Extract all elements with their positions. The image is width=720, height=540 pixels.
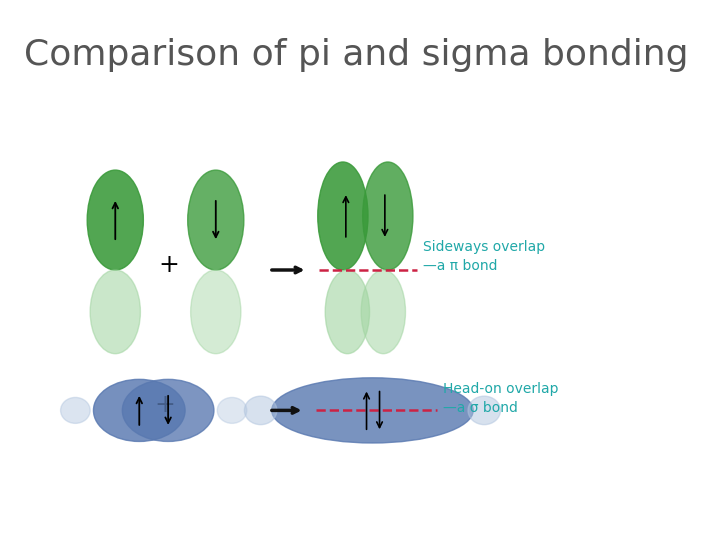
Text: Comparison of pi and sigma bonding: Comparison of pi and sigma bonding — [24, 38, 688, 72]
Ellipse shape — [271, 378, 473, 443]
Ellipse shape — [318, 162, 368, 270]
Ellipse shape — [244, 396, 277, 424]
Text: Sideways overlap
—a π bond: Sideways overlap —a π bond — [423, 240, 545, 273]
Ellipse shape — [468, 396, 500, 424]
Ellipse shape — [325, 270, 369, 354]
Ellipse shape — [90, 270, 140, 354]
Ellipse shape — [60, 397, 90, 423]
Ellipse shape — [87, 170, 143, 270]
Text: +: + — [158, 253, 179, 276]
Ellipse shape — [94, 379, 185, 442]
Ellipse shape — [217, 397, 247, 423]
Ellipse shape — [122, 379, 214, 442]
Ellipse shape — [188, 170, 244, 270]
Ellipse shape — [361, 270, 405, 354]
Ellipse shape — [191, 270, 241, 354]
Ellipse shape — [363, 162, 413, 270]
Text: Head-on overlap
—a σ bond: Head-on overlap —a σ bond — [444, 382, 559, 415]
Text: +: + — [154, 393, 175, 417]
